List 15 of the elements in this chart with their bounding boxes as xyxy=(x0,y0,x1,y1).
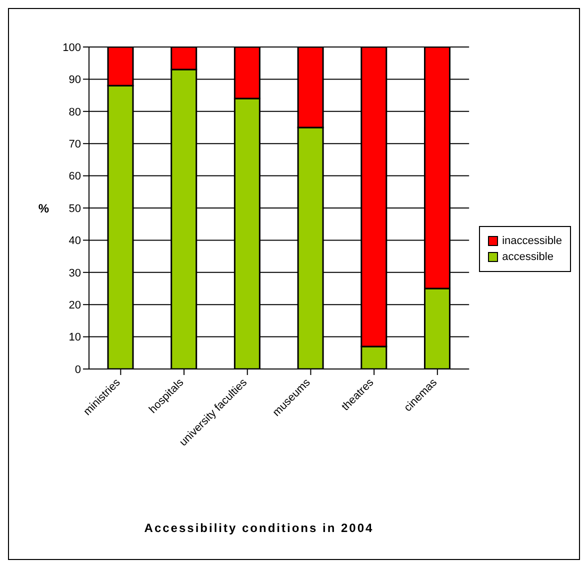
y-tick-label: 40 xyxy=(68,235,81,248)
y-tick-label: 50 xyxy=(68,202,81,215)
y-tick-label: 60 xyxy=(68,170,81,183)
y-tick-label: 90 xyxy=(68,74,81,86)
y-tick-label: 10 xyxy=(68,332,81,344)
y-tick-label: 30 xyxy=(68,267,81,280)
y-tick-label: 0 xyxy=(74,364,81,376)
y-tick-label: 70 xyxy=(68,138,81,151)
y-tick-label: 20 xyxy=(68,300,81,312)
legend-label: inaccessible xyxy=(502,235,562,247)
text: Accessibility conditions in 2004 xyxy=(143,521,375,535)
y-tick-label: 100 xyxy=(62,42,81,54)
legend-label: accessible xyxy=(502,251,554,263)
y-axis-title: % xyxy=(38,201,50,216)
y-tick-label: 80 xyxy=(68,106,81,118)
